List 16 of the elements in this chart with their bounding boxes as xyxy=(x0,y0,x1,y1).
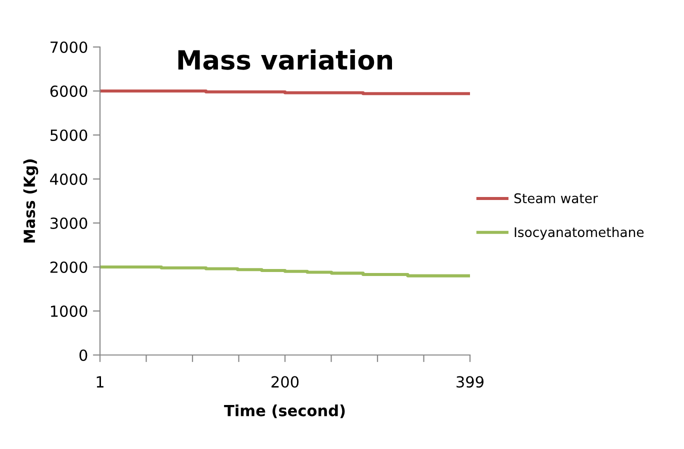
y-tick-label: 5000 xyxy=(50,129,88,142)
y-tick-label: 0 xyxy=(79,349,88,362)
y-tick-label: 2000 xyxy=(50,261,88,274)
x-tick-label: 1 xyxy=(96,376,104,388)
y-tick-label: 7000 xyxy=(50,41,88,54)
y-axis-title: Mass (Kg) xyxy=(23,159,38,242)
legend-label: Steam water xyxy=(514,193,598,204)
legend-label: Isocyanatomethane xyxy=(514,226,644,240)
y-tick-label: 6000 xyxy=(50,85,88,98)
y-tick-label: 3000 xyxy=(50,217,88,230)
chart-title: Mass variation xyxy=(178,49,392,70)
x-axis-title: Time (second) xyxy=(224,404,345,418)
x-tick-label: 399 xyxy=(456,376,484,388)
y-tick-label: 4000 xyxy=(50,173,88,186)
x-tick-label: 200 xyxy=(272,376,299,388)
y-tick-label: 1000 xyxy=(50,305,88,318)
